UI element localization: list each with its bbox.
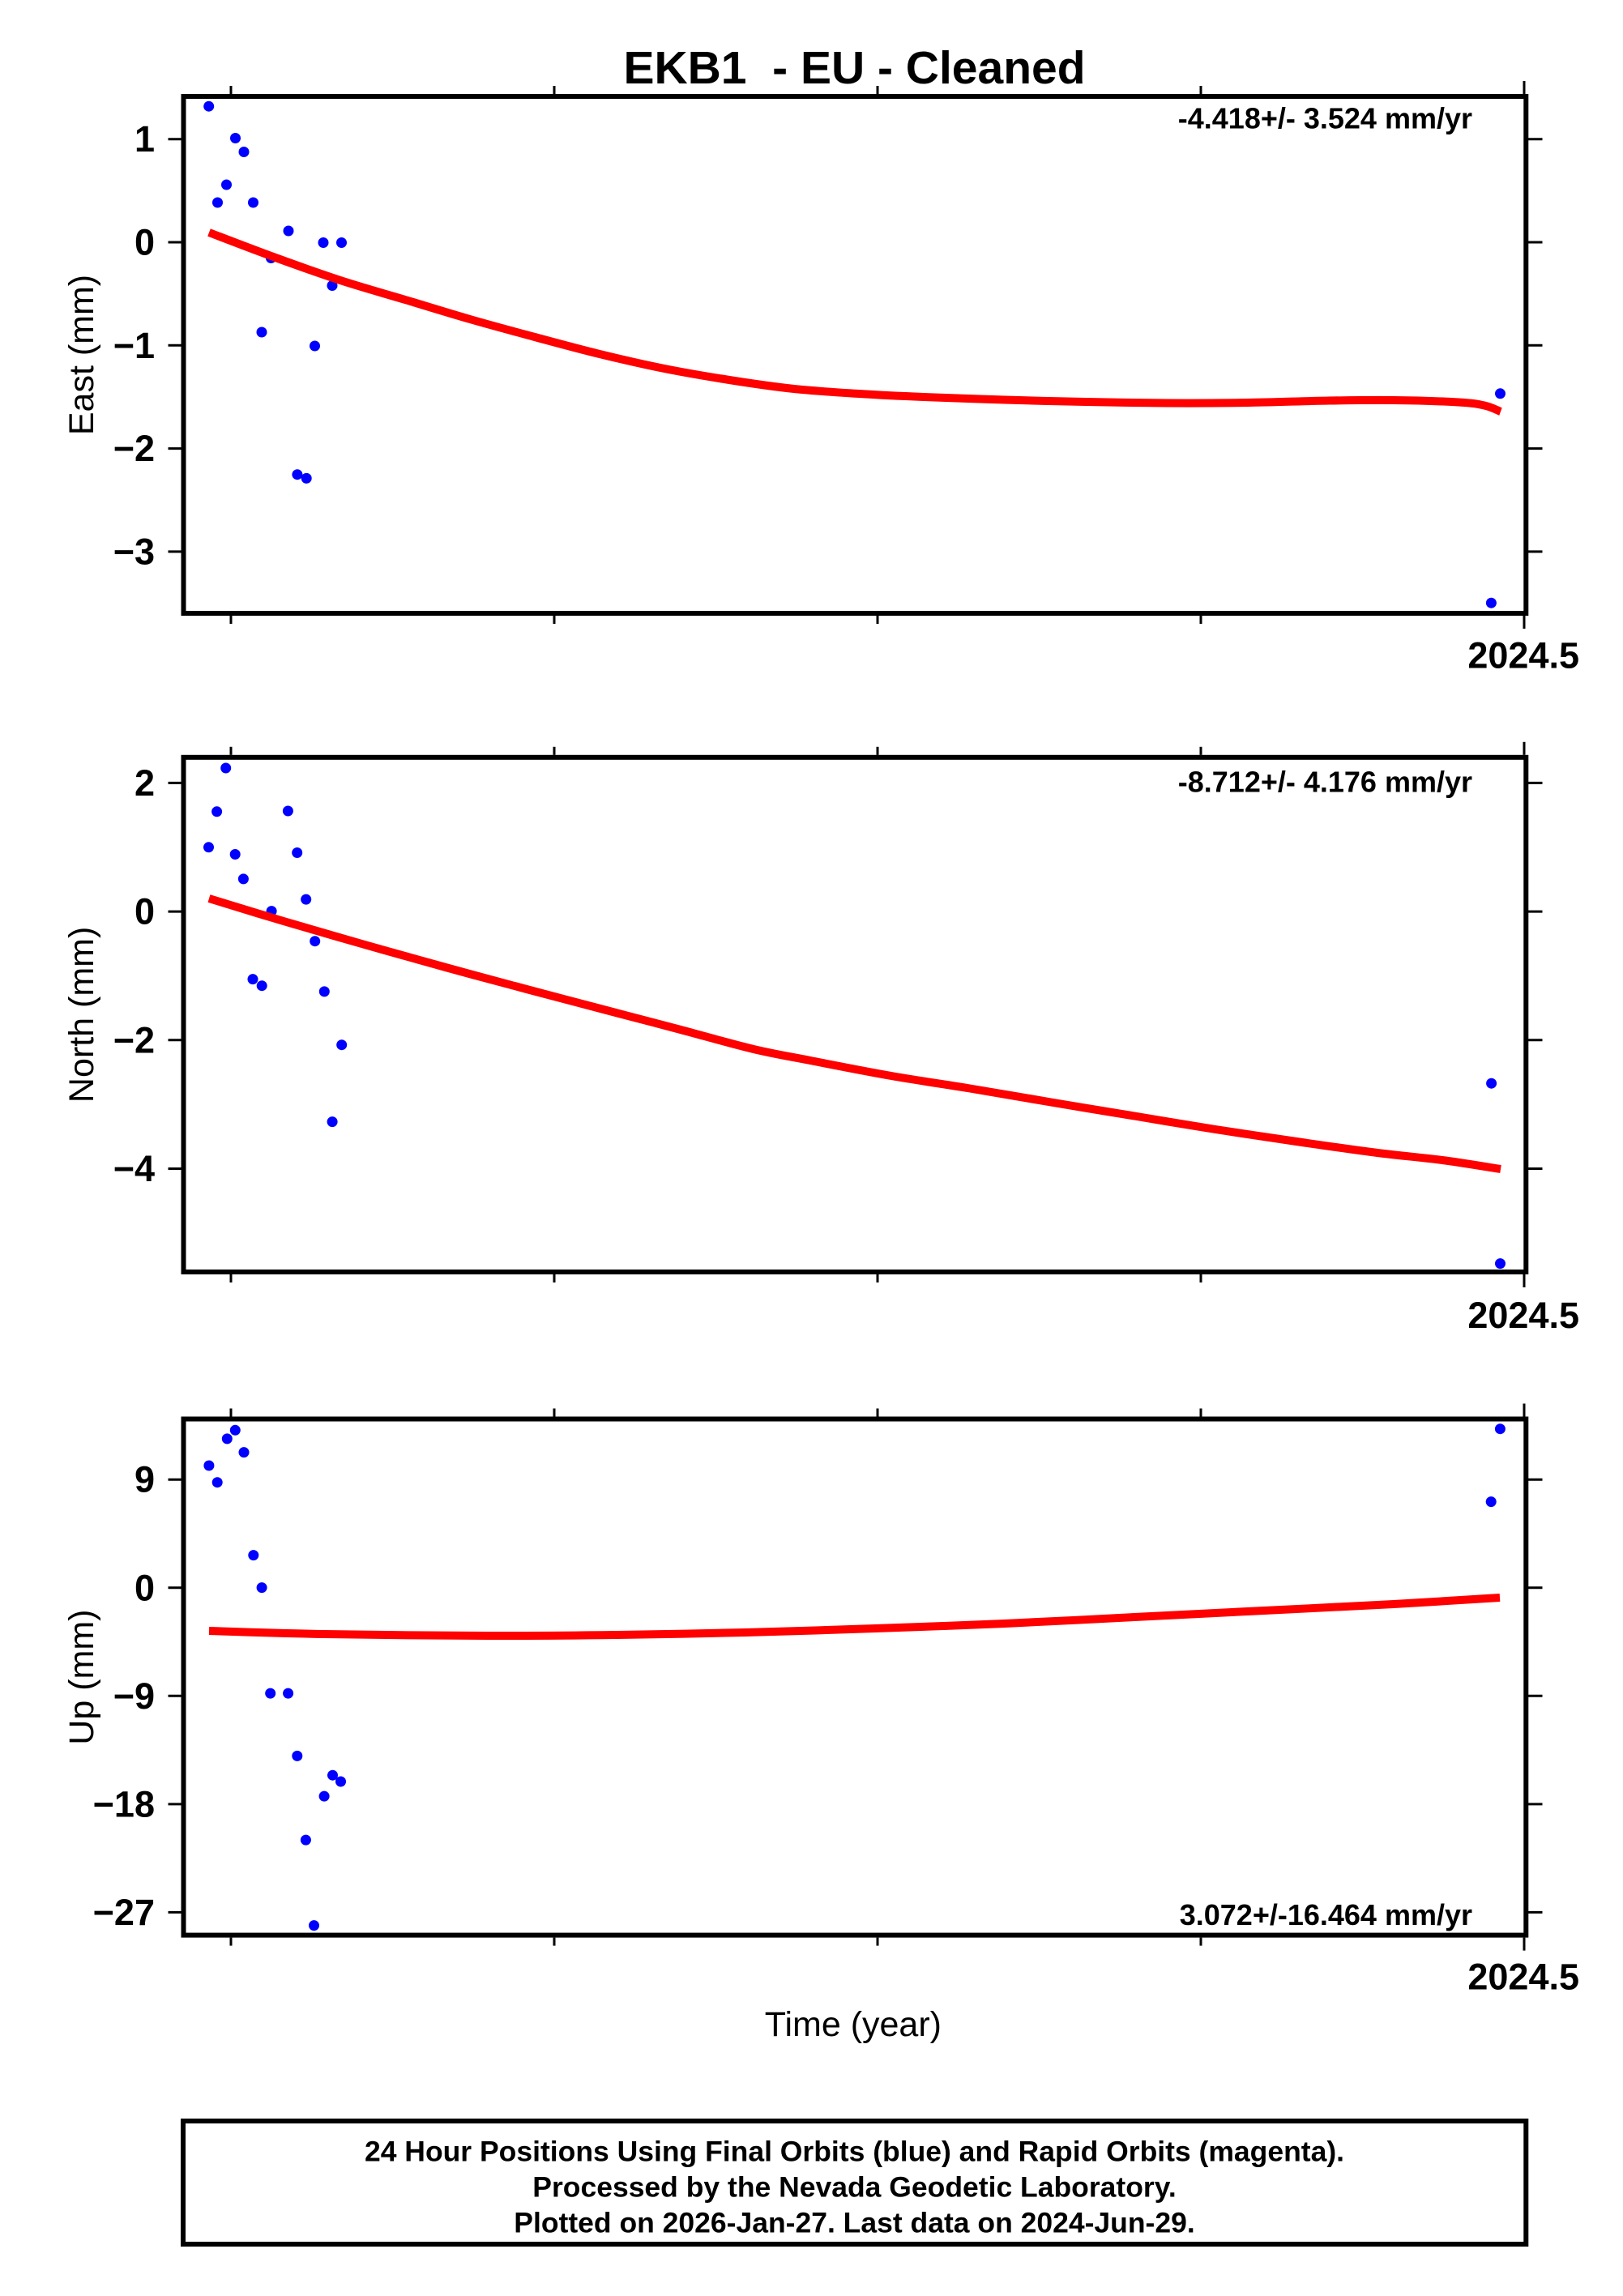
svg-text:−3: −3	[113, 531, 155, 572]
svg-text:−1: −1	[113, 325, 155, 366]
svg-text:−4: −4	[113, 1148, 155, 1189]
svg-text:0: 0	[135, 222, 155, 263]
svg-text:9: 9	[135, 1459, 155, 1500]
svg-text:-8.712+/- 4.176 mm/yr: -8.712+/- 4.176 mm/yr	[1178, 766, 1472, 799]
svg-text:3.072+/-16.464 mm/yr: 3.072+/-16.464 mm/yr	[1180, 1898, 1472, 1931]
svg-text:0: 0	[135, 891, 155, 932]
svg-text:−2: −2	[113, 428, 155, 469]
svg-text:2024.5: 2024.5	[1467, 635, 1579, 676]
svg-text:−18: −18	[93, 1783, 155, 1824]
svg-text:Processed by the Nevada Geodet: Processed by the Nevada Geodetic Laborat…	[532, 2171, 1176, 2204]
svg-text:Up (mm): Up (mm)	[62, 1609, 101, 1744]
svg-text:EKB1 - EU - Cleaned: EKB1 - EU - Cleaned	[623, 42, 1085, 94]
svg-text:−9: −9	[113, 1675, 155, 1717]
svg-text:1: 1	[135, 118, 155, 160]
svg-text:East (mm): East (mm)	[62, 275, 101, 435]
svg-text:Time (year): Time (year)	[765, 2005, 942, 2044]
svg-text:−2: −2	[113, 1019, 155, 1061]
svg-text:-4.418+/- 3.524 mm/yr: -4.418+/- 3.524 mm/yr	[1178, 102, 1472, 135]
svg-text:2: 2	[135, 762, 155, 804]
svg-text:North (mm): North (mm)	[62, 927, 101, 1103]
svg-text:Plotted on 2026-Jan-27. Last d: Plotted on 2026-Jan-27. Last data on 202…	[514, 2206, 1194, 2238]
svg-text:0: 0	[135, 1567, 155, 1608]
svg-text:−27: −27	[93, 1892, 155, 1933]
svg-text:2024.5: 2024.5	[1467, 1295, 1579, 1336]
svg-text:24 Hour Positions Using Final: 24 Hour Positions Using Final Orbits (bl…	[365, 2136, 1344, 2168]
svg-text:2024.5: 2024.5	[1467, 1957, 1579, 1998]
